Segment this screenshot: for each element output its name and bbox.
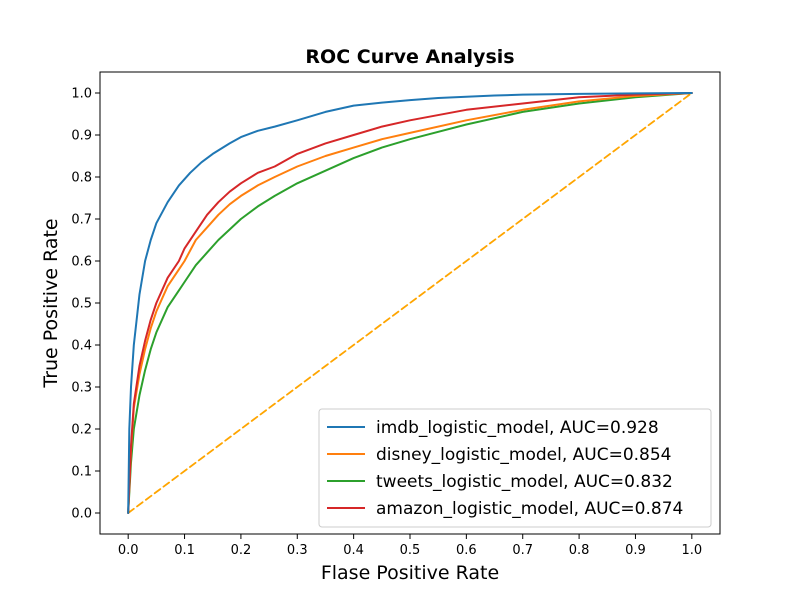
- y-tick-label: 0.0: [71, 507, 92, 522]
- legend-label: disney_logistic_model, AUC=0.854: [376, 445, 672, 465]
- chance-line: [127, 92, 693, 514]
- series-line-1: [127, 92, 693, 514]
- x-tick-label: 0.0: [118, 543, 139, 558]
- x-tick-label: 0.6: [456, 543, 477, 558]
- y-tick-label: 0.1: [71, 465, 92, 480]
- x-tick-label: 1.0: [681, 543, 702, 558]
- y-tick-label: 0.9: [71, 129, 92, 144]
- x-tick-label: 0.3: [287, 543, 308, 558]
- series-line-3: [127, 92, 693, 514]
- x-tick-label: 0.8: [569, 543, 590, 558]
- legend-box: [318, 408, 712, 528]
- y-tick-label: 0.3: [71, 381, 92, 396]
- y-tick-label: 0.4: [71, 339, 92, 354]
- x-axis-ticks: 0.0 0.1 0.2 0.3 0.4 0.5 0.6 0.7 0.8 0.9 1.0: [118, 534, 702, 558]
- x-tick-label: 0.9: [625, 543, 646, 558]
- series-line-2: [127, 92, 693, 514]
- y-tick-label: 0.7: [71, 213, 92, 228]
- x-tick-label: 0.5: [400, 543, 421, 558]
- series-line-0: [127, 92, 693, 514]
- chart-title: ROC Curve Analysis: [305, 46, 514, 68]
- legend-label: amazon_logistic_model, AUC=0.874: [376, 499, 683, 519]
- plot-area: [127, 92, 693, 514]
- y-axis-ticks: 0.0 0.1 0.2 0.3 0.4 0.5 0.6 0.7 0.8 0.9 1.0: [71, 87, 100, 522]
- y-tick-label: 0.5: [71, 297, 92, 312]
- y-tick-label: 1.0: [71, 87, 92, 102]
- x-tick-label: 0.4: [343, 543, 364, 558]
- legend: imdb_logistic_model, AUC=0.928 disney_log…: [318, 408, 712, 528]
- legend-label: imdb_logistic_model, AUC=0.928: [376, 418, 659, 438]
- x-tick-label: 0.7: [512, 543, 533, 558]
- y-tick-label: 0.8: [71, 171, 92, 186]
- x-tick-label: 0.1: [174, 543, 195, 558]
- x-tick-label: 0.2: [231, 543, 252, 558]
- legend-label: tweets_logistic_model, AUC=0.832: [376, 472, 673, 492]
- y-axis-label: True Positive Rate: [40, 218, 62, 388]
- y-tick-label: 0.6: [71, 255, 92, 270]
- y-tick-label: 0.2: [71, 423, 92, 438]
- x-axis-label: Flase Positive Rate: [321, 562, 499, 584]
